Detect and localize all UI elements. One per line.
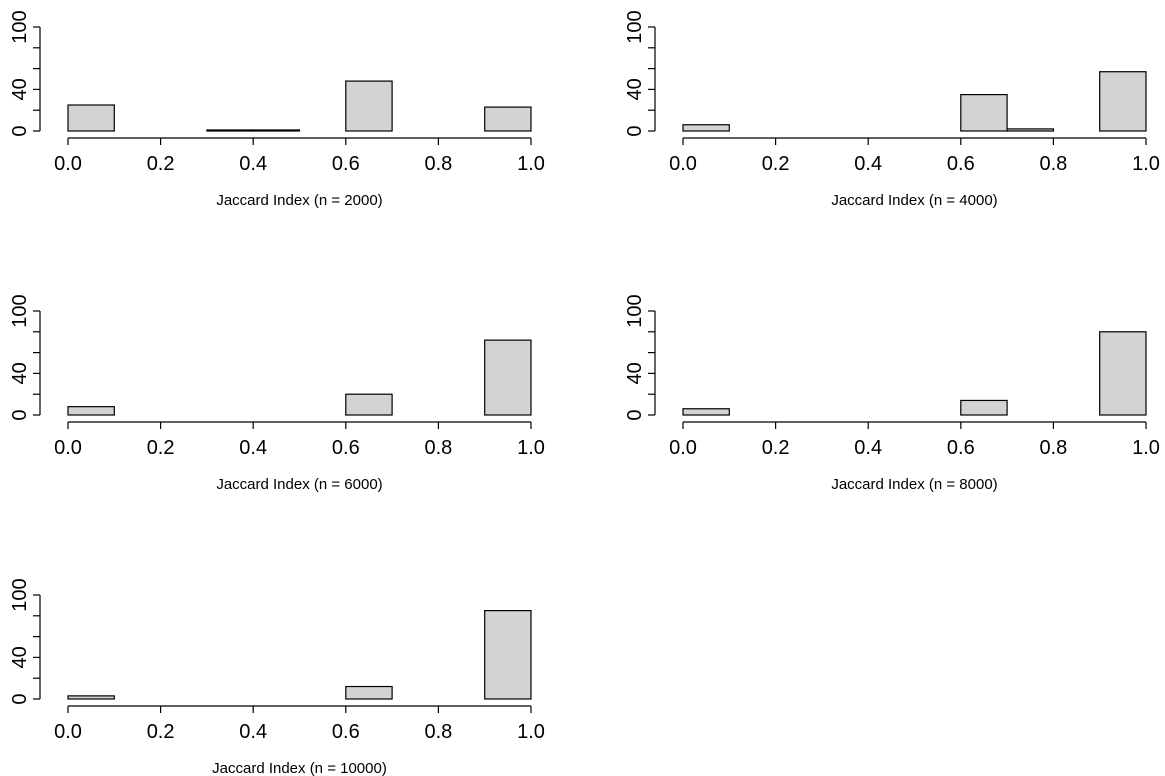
x-tick-label: 0.2: [147, 721, 175, 743]
x-axis-label: Jaccard Index (n = 2000): [216, 192, 382, 209]
x-axis-label: Jaccard Index (n = 6000): [216, 476, 382, 493]
x-tick-label: 1.0: [1132, 153, 1160, 175]
histogram-bar: [345, 393, 393, 416]
histogram-bar: [67, 695, 115, 700]
x-tick-label: 0.0: [54, 437, 82, 459]
y-tick-label: 0: [9, 125, 31, 136]
x-tick-label: 0.2: [762, 153, 790, 175]
histogram-bar: [960, 399, 1008, 416]
x-tick-label: 0.8: [424, 153, 452, 175]
histogram-bar: [682, 124, 730, 132]
x-tick-label: 0.6: [947, 437, 975, 459]
x-axis-label: Jaccard Index (n = 4000): [831, 192, 997, 209]
x-axis-label: Jaccard Index (n = 10000): [212, 760, 387, 776]
x-tick-label: 0.4: [239, 153, 267, 175]
histogram-bar: [1006, 128, 1054, 132]
histogram-bar: [1099, 331, 1147, 416]
x-tick-label: 1.0: [1132, 437, 1160, 459]
x-tick-label: 0.0: [54, 721, 82, 743]
histogram-bar: [345, 685, 393, 700]
y-tick-label: 100: [624, 294, 646, 327]
x-tick-label: 0.2: [147, 153, 175, 175]
x-tick-label: 0.8: [424, 721, 452, 743]
histogram-panel: 0.0 0.2 0.4 0.6 0.8 1.0 Jaccard Index (n = 100…: [9, 578, 545, 776]
y-tick-label: 100: [9, 294, 31, 327]
histogram-panel: 0.0 0.2 0.4 0.6 0.8 1.0 Jaccard Index (n = 200…: [9, 10, 545, 209]
y-tick-label: 0: [9, 693, 31, 704]
x-tick-label: 1.0: [517, 153, 545, 175]
x-tick-label: 0.4: [854, 153, 882, 175]
x-tick-label: 0.0: [669, 153, 697, 175]
histogram-panel: 0.0 0.2 0.4 0.6 0.8 1.0 Jaccard Index (n = 800…: [624, 294, 1160, 493]
y-tick-label: 0: [9, 409, 31, 420]
x-tick-label: 0.6: [332, 153, 360, 175]
histogram-bar: [345, 80, 393, 132]
y-tick-label: 0: [624, 409, 646, 420]
x-tick-label: 0.8: [424, 437, 452, 459]
histogram-bar: [206, 129, 254, 132]
y-tick-label: 40: [624, 78, 646, 100]
histogram-bar: [252, 129, 301, 132]
histogram-bar: [484, 339, 532, 416]
histogram-bar: [67, 406, 115, 416]
x-tick-label: 0.2: [762, 437, 790, 459]
y-tick-label: 40: [9, 78, 31, 100]
x-tick-label: 0.6: [332, 721, 360, 743]
y-tick-label: 40: [624, 362, 646, 384]
x-tick-label: 0.2: [147, 437, 175, 459]
y-tick-label: 40: [9, 646, 31, 668]
x-tick-label: 0.8: [1039, 153, 1067, 175]
x-tick-label: 0.0: [669, 437, 697, 459]
x-tick-label: 1.0: [517, 721, 545, 743]
histogram-panel: 0.0 0.2 0.4 0.6 0.8 1.0 Jaccard Index (n = 400…: [624, 10, 1160, 209]
y-tick-label: 40: [9, 362, 31, 384]
histogram-bar: [484, 106, 532, 132]
y-tick-label: 100: [9, 578, 31, 611]
histogram-panel: 0.0 0.2 0.4 0.6 0.8 1.0 Jaccard Index (n = 600…: [9, 294, 545, 493]
histogram-bar: [484, 609, 532, 700]
y-tick-label: 0: [624, 125, 646, 136]
histogram-bar: [682, 408, 730, 416]
y-tick-label: 100: [624, 10, 646, 43]
x-tick-label: 0.8: [1039, 437, 1067, 459]
x-tick-label: 0.4: [239, 721, 267, 743]
y-tick-label: 100: [9, 10, 31, 43]
x-tick-label: 0.4: [239, 437, 267, 459]
x-tick-label: 0.6: [947, 153, 975, 175]
x-tick-label: 0.0: [54, 153, 82, 175]
x-tick-label: 1.0: [517, 437, 545, 459]
histogram-bar: [960, 93, 1008, 132]
x-tick-label: 0.6: [332, 437, 360, 459]
x-tick-label: 0.4: [854, 437, 882, 459]
histogram-bar: [1099, 71, 1147, 132]
x-axis-label: Jaccard Index (n = 8000): [831, 476, 997, 493]
histogram-bar: [67, 104, 115, 132]
